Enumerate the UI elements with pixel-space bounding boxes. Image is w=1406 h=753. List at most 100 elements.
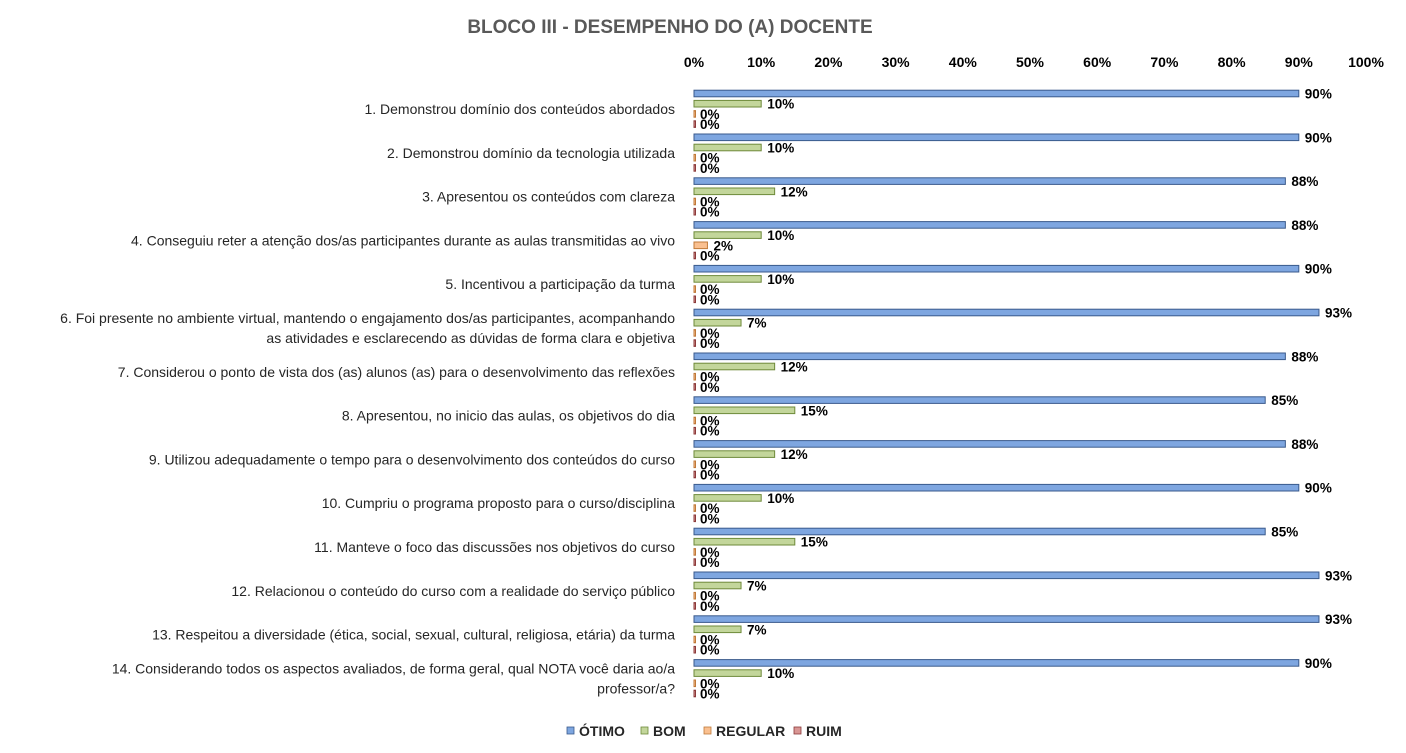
category-label: as atividades e esclarecendo as dúvidas … xyxy=(266,330,675,346)
data-label: 7% xyxy=(747,579,767,594)
data-label: 15% xyxy=(801,535,828,550)
bar-regular xyxy=(693,110,696,118)
bar-bom xyxy=(693,494,762,502)
data-label: 0% xyxy=(700,249,720,264)
bar-bom xyxy=(693,318,742,327)
category-label: 1. Demonstrou domínio dos conteúdos abor… xyxy=(364,101,675,117)
bar-ótimo xyxy=(693,177,1286,185)
category-label: 2. Demonstrou domínio da tecnologia util… xyxy=(387,145,675,161)
data-label: 0% xyxy=(700,161,720,176)
category-label: 14. Considerando todos os aspectos avali… xyxy=(112,660,675,676)
data-label: 0% xyxy=(700,511,720,526)
data-label: 0% xyxy=(700,195,720,210)
category-label: 9. Utilizou adequadamente o tempo para o… xyxy=(149,451,675,467)
bar-ótimo xyxy=(693,440,1286,448)
bar-ruim xyxy=(693,602,696,610)
bar-bom xyxy=(693,537,796,546)
data-label: 10% xyxy=(767,141,794,156)
x-tick-label: 100% xyxy=(1348,54,1384,70)
data-label: 0% xyxy=(700,676,720,691)
bar-bom xyxy=(693,362,776,371)
x-tick-label: 10% xyxy=(747,54,776,70)
legend-swatch-ótimo xyxy=(566,726,575,735)
data-label: 0% xyxy=(700,117,720,132)
x-tick-label: 50% xyxy=(1016,54,1045,70)
bar-ruim xyxy=(693,251,696,260)
data-label: 7% xyxy=(747,622,767,637)
data-label: 12% xyxy=(781,184,808,199)
category-label: 3. Apresentou os conteúdos com clareza xyxy=(422,189,675,205)
data-label: 10% xyxy=(767,491,794,506)
legend-label: RUIM xyxy=(806,723,842,739)
x-tick-label: 70% xyxy=(1150,54,1179,70)
x-tick-label: 30% xyxy=(882,54,911,70)
bar-bom xyxy=(693,625,742,634)
data-label: 85% xyxy=(1271,525,1298,540)
bar-regular xyxy=(693,241,708,250)
bar-regular xyxy=(693,153,696,162)
data-label: 90% xyxy=(1305,87,1332,102)
x-tick-label: 90% xyxy=(1285,54,1314,70)
category-label: 4. Conseguiu reter a atenção dos/as part… xyxy=(131,232,675,248)
bar-bom xyxy=(693,450,776,458)
bar-ruim xyxy=(693,207,696,216)
bar-regular xyxy=(693,504,696,512)
data-label: 85% xyxy=(1271,393,1298,408)
bar-regular xyxy=(693,329,696,337)
bar-ruim xyxy=(693,514,696,523)
bar-ótimo xyxy=(693,352,1286,361)
data-label: 10% xyxy=(767,666,794,681)
data-label: 88% xyxy=(1291,174,1318,189)
bar-ruim xyxy=(693,339,696,347)
bar-ruim xyxy=(693,120,696,128)
bar-regular xyxy=(693,635,696,644)
data-label: 0% xyxy=(700,589,720,604)
bar-ótimo xyxy=(693,221,1286,229)
data-label: 88% xyxy=(1291,218,1318,233)
data-label: 88% xyxy=(1291,349,1318,364)
data-label: 0% xyxy=(700,633,720,648)
data-label: 93% xyxy=(1325,306,1352,321)
bar-ruim xyxy=(693,689,696,698)
legend-swatch-ruim xyxy=(793,726,802,735)
bars xyxy=(693,89,1320,698)
bar-ótimo xyxy=(693,89,1300,98)
bar-ruim xyxy=(693,558,696,566)
category-label: 5. Incentivou a participação da turma xyxy=(445,276,675,292)
legend-label: ÓTIMO xyxy=(579,722,625,739)
x-tick-label: 20% xyxy=(814,54,843,70)
data-label: 0% xyxy=(700,414,720,429)
bar-bom xyxy=(693,275,762,283)
data-label: 10% xyxy=(767,272,794,287)
data-label: 93% xyxy=(1325,568,1352,583)
category-label: 7. Considerou o ponto de vista dos (as) … xyxy=(118,364,675,380)
bar-bom xyxy=(693,143,762,152)
bar-regular xyxy=(693,372,696,381)
bar-ruim xyxy=(693,383,696,391)
data-label: 0% xyxy=(700,380,720,395)
category-label: 6. Foi presente no ambiente virtual, man… xyxy=(60,310,675,326)
bar-ótimo xyxy=(693,527,1266,536)
data-label: 10% xyxy=(767,97,794,112)
data-label: 0% xyxy=(700,282,720,297)
bar-regular xyxy=(693,197,696,206)
bar-regular xyxy=(693,285,696,293)
chart-title: BLOCO III - DESEMPENHO DO (A) DOCENTE xyxy=(467,17,872,38)
bar-regular xyxy=(693,416,696,425)
bar-ótimo xyxy=(693,396,1266,404)
bar-bom xyxy=(693,581,742,590)
legend: ÓTIMO BOM REGULAR RUIM xyxy=(566,722,842,739)
data-label: 12% xyxy=(781,447,808,462)
data-label: 0% xyxy=(700,501,720,516)
data-labels: 90%10%0%0%90%10%0%0%88%12%0%0%88%10%2%0%… xyxy=(700,87,1352,702)
bar-regular xyxy=(693,591,696,600)
data-label: 0% xyxy=(700,457,720,472)
legend-swatch-bom xyxy=(640,726,649,735)
bar-bom xyxy=(693,187,776,196)
bar-ótimo xyxy=(693,571,1320,580)
legend-label: REGULAR xyxy=(716,723,785,739)
category-label: 12. Relacionou o conteúdo do curso com a… xyxy=(231,583,675,599)
data-label: 0% xyxy=(700,687,720,702)
bar-ótimo xyxy=(693,133,1300,142)
